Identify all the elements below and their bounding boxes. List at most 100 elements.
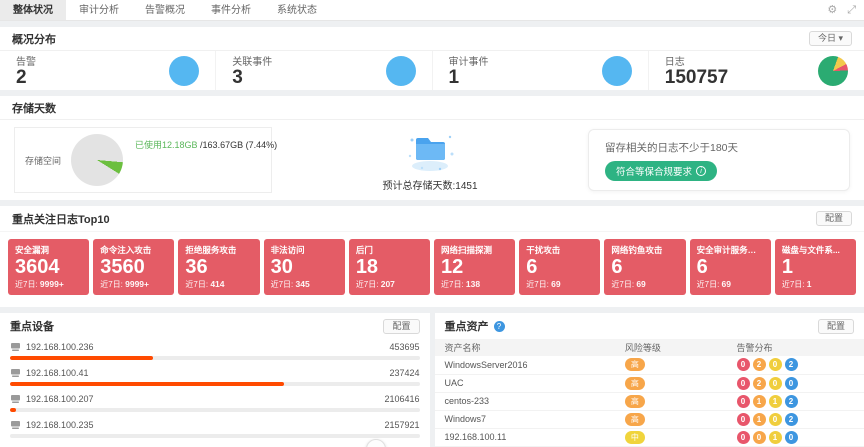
recent-prefix: 近7日: — [270, 280, 294, 289]
key-devices-panel: 重点设备 配置 192.168.100.236 453695 192.168.1… — [0, 313, 430, 447]
device-ip: 192.168.100.207 — [26, 394, 94, 404]
asset-name: Windows7 — [434, 410, 615, 429]
period-dropdown[interactable]: 今日 ▾ — [808, 31, 852, 46]
expand-icon[interactable]: ⤢ — [847, 4, 856, 16]
device-ip: 192.168.100.41 — [26, 368, 89, 378]
col-asset-name: 资产名称 — [434, 339, 615, 356]
log-card-phishing[interactable]: 网络钓鱼攻击 6 近7日: 69 — [604, 239, 686, 295]
log-card-value: 36 — [185, 256, 208, 278]
log-card-title: 网络扫描探测 — [441, 245, 493, 255]
log-card-network-scan[interactable]: 网络扫描探测 12 近7日: 138 — [434, 239, 516, 295]
log-pie-icon — [818, 55, 848, 86]
top-logs-config-button[interactable]: 配置 — [815, 211, 852, 226]
asset-name: 192.168.100.11 — [434, 428, 615, 447]
alert-count-low: 0 — [784, 376, 798, 390]
recent-prefix: 近7日: — [355, 280, 379, 289]
device-bar — [10, 408, 420, 412]
folder-icon — [402, 128, 458, 174]
asset-row[interactable]: centos-233 高 0 1 1 2 — [434, 392, 864, 411]
asset-row[interactable]: UAC 高 0 2 0 0 — [434, 374, 864, 393]
recent-prefix: 近7日: — [781, 280, 805, 289]
log-card-title: 磁盘与文件系... — [781, 245, 840, 255]
compliance-badge[interactable]: 符合等保合规要求 i — [605, 161, 718, 181]
log-card-value: 3604 — [15, 256, 60, 278]
alert-count-critical: 0 — [736, 394, 750, 408]
tab-overall-status[interactable]: 整体状况 — [0, 0, 66, 20]
log-card-value: 6 — [611, 256, 623, 278]
tab-event-analysis[interactable]: 事件分析 — [211, 5, 251, 16]
stat-label: 关联事件 — [232, 57, 273, 69]
recent-value: 138 — [465, 279, 481, 289]
assets-config-button[interactable]: 配置 — [817, 318, 854, 334]
risk-badge: 高 — [624, 394, 645, 408]
log-card-interference[interactable]: 干扰攻击 6 近7日: 69 — [519, 239, 601, 295]
storage-space-label: 存储空间 — [25, 155, 62, 166]
gear-icon[interactable]: ⚙ — [827, 4, 838, 16]
log-card-title: 后门 — [355, 245, 373, 255]
host-icon — [11, 369, 20, 377]
log-card-title: 命令注入攻击 — [100, 245, 152, 255]
log-card-value: 3560 — [100, 256, 145, 278]
alert-count-high: 1 — [752, 394, 766, 408]
log-card-value: 6 — [696, 256, 708, 278]
risk-badge: 中 — [624, 430, 645, 444]
recent-value: 9999+ — [125, 279, 149, 289]
device-value: 2106416 — [384, 394, 420, 404]
alert-count-medium: 1 — [768, 430, 782, 444]
alert-count-low: 0 — [784, 430, 798, 444]
alert-circle-icon — [169, 55, 200, 86]
device-value: 2157921 — [384, 420, 420, 430]
tab-audit-analysis[interactable]: 审计分析 — [79, 5, 119, 16]
recent-value: 207 — [380, 279, 395, 289]
top-logs-cards: 安全漏洞 3604 近7日: 9999+ 命令注入攻击 3560 近7日: 99… — [0, 232, 864, 307]
storage-days-estimate: 预计总存储天数:1451 — [382, 181, 478, 192]
stat-value: 1 — [448, 67, 460, 89]
storage-usage-text: 已使用12.18GB /163.67GB (7.44%) — [135, 138, 277, 151]
device-row[interactable]: 192.168.100.207 2106416 — [10, 393, 420, 412]
device-row[interactable]: 192.168.100.236 453695 — [10, 341, 420, 360]
stat-card-logs[interactable]: 日志 150757 — [647, 51, 864, 90]
alert-count-high: 0 — [752, 430, 766, 444]
asset-row[interactable]: WindowsServer2016 高 0 2 0 2 — [434, 356, 864, 375]
col-risk-level: 风险等级 — [614, 339, 727, 356]
stat-card-correlated-events[interactable]: 关联事件 3 — [215, 51, 431, 90]
recent-value: 69 — [636, 279, 646, 289]
device-row[interactable]: 192.168.100.235 2157921 — [10, 419, 420, 438]
tab-system-status[interactable]: 系统状态 — [277, 5, 317, 16]
stat-card-alerts[interactable]: 告警 2 — [0, 51, 215, 90]
log-card-title: 安全漏洞 — [15, 245, 50, 255]
help-icon[interactable]: ? — [493, 320, 505, 332]
log-card-dos-attack[interactable]: 拒绝服务攻击 36 近7日: 414 — [178, 239, 260, 295]
key-devices-title: 重点设备 — [10, 321, 54, 333]
log-card-security-vuln[interactable]: 安全漏洞 3604 近7日: 9999+ — [8, 239, 90, 295]
asset-row[interactable]: Windows7 高 0 1 0 2 — [434, 410, 864, 429]
device-value: 237424 — [389, 368, 420, 378]
overview-title: 概况分布 — [12, 33, 56, 46]
asset-row[interactable]: 192.168.100.11 中 0 0 1 0 — [434, 428, 864, 447]
log-card-illegal-access[interactable]: 非法访问 30 近7日: 345 — [263, 239, 345, 295]
device-row[interactable]: 192.168.100.41 237424 — [10, 367, 420, 386]
alert-count-medium: 0 — [768, 358, 782, 372]
log-card-value: 12 — [441, 256, 464, 278]
log-card-audit-service-attack[interactable]: 安全审计服务攻击 6 近7日: 69 — [689, 239, 771, 295]
recent-value: 1 — [806, 279, 812, 289]
alert-count-medium: 1 — [768, 394, 782, 408]
device-bar — [10, 356, 420, 360]
log-card-title: 干扰攻击 — [526, 245, 561, 255]
log-card-value: 30 — [270, 256, 293, 278]
event-circle-icon — [385, 55, 416, 86]
stat-value: 150757 — [664, 67, 729, 89]
storage-used-text: 已使用12.18GB — [135, 140, 198, 150]
storage-panel: 存储天数 存储空间 已使用12.18GB /163.67GB (7.44%) — [0, 96, 864, 200]
col-alert-distribution: 告警分布 — [726, 339, 864, 356]
top-logs-title: 重点关注日志Top10 — [12, 213, 110, 226]
log-card-command-injection[interactable]: 命令注入攻击 3560 近7日: 9999+ — [93, 239, 175, 295]
storage-pie-chart — [71, 134, 124, 186]
stat-card-audit-events[interactable]: 审计事件 1 — [431, 51, 648, 90]
devices-config-button[interactable]: 配置 — [383, 318, 420, 334]
log-card-disk-filesystem[interactable]: 磁盘与文件系... 1 近7日: 1 — [774, 239, 857, 295]
asset-name: centos-233 — [434, 392, 615, 411]
log-card-backdoor[interactable]: 后门 18 近7日: 207 — [348, 239, 431, 295]
tab-alert-overview[interactable]: 告警概况 — [145, 5, 185, 16]
audit-circle-icon — [601, 55, 632, 86]
